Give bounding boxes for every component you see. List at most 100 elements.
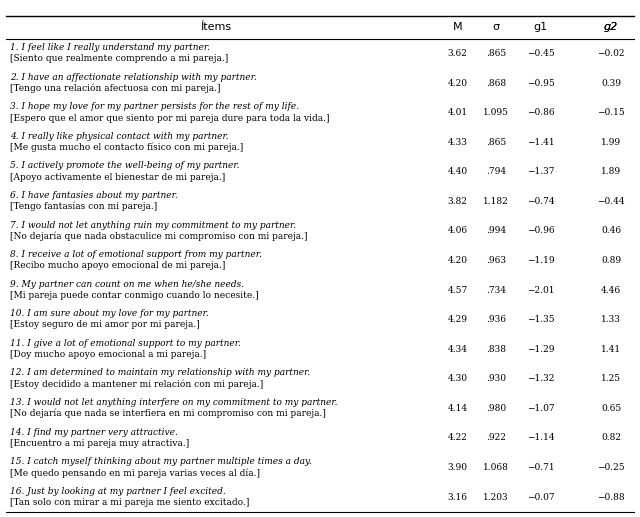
Text: 6. I have fantasies about my partner.: 6. I have fantasies about my partner.	[10, 191, 177, 200]
Text: [Siento que realmente comprendo a mi pareja.]: [Siento que realmente comprendo a mi par…	[10, 54, 228, 64]
Text: .994: .994	[486, 226, 506, 235]
Text: g2: g2	[604, 22, 618, 32]
Text: .963: .963	[486, 256, 506, 265]
Text: 3.16: 3.16	[447, 493, 468, 501]
Text: 4.57: 4.57	[447, 285, 468, 295]
Text: 1.41: 1.41	[601, 345, 621, 354]
Text: 4.29: 4.29	[447, 315, 468, 324]
Text: .930: .930	[486, 374, 506, 383]
Text: σ: σ	[493, 22, 499, 32]
Text: −0.96: −0.96	[527, 226, 555, 235]
Text: −1.07: −1.07	[527, 404, 555, 413]
Text: .922: .922	[486, 433, 506, 443]
Text: 4.20: 4.20	[447, 256, 468, 265]
Text: 1.99: 1.99	[601, 138, 621, 147]
Text: [Estoy decidido a mantener mi relación con mi pareja.]: [Estoy decidido a mantener mi relación c…	[10, 379, 263, 389]
Text: 1.89: 1.89	[601, 168, 621, 176]
Text: −1.35: −1.35	[527, 315, 555, 324]
Text: 15. I catch myself thinking about my partner multiple times a day.: 15. I catch myself thinking about my par…	[10, 457, 311, 466]
Text: [Mi pareja puede contar conmigo cuando lo necesite.]: [Mi pareja puede contar conmigo cuando l…	[10, 291, 258, 300]
Text: 1.095: 1.095	[483, 108, 509, 117]
Text: 4.06: 4.06	[447, 226, 468, 235]
Text: .865: .865	[486, 138, 506, 147]
Text: 1.203: 1.203	[483, 493, 509, 501]
Text: −0.95: −0.95	[527, 79, 555, 87]
Text: [No dejaría que nada obstaculice mi compromiso con mi pareja.]: [No dejaría que nada obstaculice mi comp…	[10, 232, 307, 241]
Text: 0.82: 0.82	[601, 433, 621, 443]
Text: 4.40: 4.40	[447, 168, 468, 176]
Text: −1.19: −1.19	[527, 256, 555, 265]
Text: −0.25: −0.25	[597, 463, 625, 472]
Text: −0.15: −0.15	[597, 108, 625, 117]
Text: −0.45: −0.45	[527, 49, 555, 58]
Text: 4.30: 4.30	[447, 374, 468, 383]
Text: 13. I would not let anything interfere on my commitment to my partner.: 13. I would not let anything interfere o…	[10, 398, 337, 407]
Text: M: M	[452, 22, 463, 32]
Text: [No dejaría que nada se interfiera en mi compromiso con mi pareja.]: [No dejaría que nada se interfiera en mi…	[10, 409, 326, 418]
Text: 4.22: 4.22	[447, 433, 468, 443]
Text: 2. I have an affectionate relationship with my partner.: 2. I have an affectionate relationship w…	[10, 73, 257, 82]
Text: 1.25: 1.25	[601, 374, 621, 383]
Text: [Espero que el amor que siento por mi pareja dure para toda la vida.]: [Espero que el amor que siento por mi pa…	[10, 114, 329, 123]
Text: [Recibo mucho apoyo emocional de mi pareja.]: [Recibo mucho apoyo emocional de mi pare…	[10, 261, 225, 270]
Text: 0.65: 0.65	[601, 404, 621, 413]
Text: [Estoy seguro de mi amor por mi pareja.]: [Estoy seguro de mi amor por mi pareja.]	[10, 321, 199, 329]
Text: −1.37: −1.37	[527, 168, 554, 176]
Text: .734: .734	[486, 285, 506, 295]
Text: 16. Just by looking at my partner I feel excited.: 16. Just by looking at my partner I feel…	[10, 486, 225, 496]
Text: 3.90: 3.90	[447, 463, 468, 472]
Text: [Doy mucho apoyo emocional a mi pareja.]: [Doy mucho apoyo emocional a mi pareja.]	[10, 350, 205, 359]
Text: 1.182: 1.182	[483, 197, 509, 206]
Text: .838: .838	[486, 345, 506, 354]
Text: 3.62: 3.62	[447, 49, 468, 58]
Text: [Me gusta mucho el contacto físico con mi pareja.]: [Me gusta mucho el contacto físico con m…	[10, 143, 243, 153]
Text: 11. I give a lot of emotional support to my partner.: 11. I give a lot of emotional support to…	[10, 339, 241, 348]
Text: 14. I find my partner very attractive.: 14. I find my partner very attractive.	[10, 428, 177, 436]
Text: −1.14: −1.14	[527, 433, 555, 443]
Text: 4.46: 4.46	[601, 285, 621, 295]
Text: .865: .865	[486, 49, 506, 58]
Text: −0.71: −0.71	[527, 463, 555, 472]
Text: −1.41: −1.41	[527, 138, 555, 147]
Text: 5. I actively promote the well-being of my partner.: 5. I actively promote the well-being of …	[10, 161, 239, 171]
Text: [Apoyo activamente el bienestar de mi pareja.]: [Apoyo activamente el bienestar de mi pa…	[10, 173, 225, 181]
Text: [Tan solo con mirar a mi pareja me siento excitado.]: [Tan solo con mirar a mi pareja me sient…	[10, 498, 249, 507]
Text: −0.86: −0.86	[527, 108, 555, 117]
Text: 7. I would not let anything ruin my commitment to my partner.: 7. I would not let anything ruin my comm…	[10, 221, 296, 230]
Text: 4.01: 4.01	[447, 108, 468, 117]
Text: 4. I really like physical contact with my partner.: 4. I really like physical contact with m…	[10, 132, 228, 141]
Text: Ítems: Ítems	[200, 22, 232, 32]
Text: 4.14: 4.14	[447, 404, 468, 413]
Text: .980: .980	[486, 404, 506, 413]
Text: −0.07: −0.07	[527, 493, 555, 501]
Text: −0.88: −0.88	[597, 493, 625, 501]
Text: [Encuentro a mi pareja muy atractiva.]: [Encuentro a mi pareja muy atractiva.]	[10, 439, 189, 448]
Text: .868: .868	[486, 79, 506, 87]
Text: 4.34: 4.34	[447, 345, 468, 354]
Text: 3.82: 3.82	[447, 197, 468, 206]
Text: .936: .936	[486, 315, 506, 324]
Text: g2: g2	[604, 22, 618, 32]
Text: −1.32: −1.32	[527, 374, 554, 383]
Text: −0.74: −0.74	[527, 197, 555, 206]
Text: 4.20: 4.20	[447, 79, 468, 87]
Text: 8. I receive a lot of emotional support from my partner.: 8. I receive a lot of emotional support …	[10, 250, 262, 259]
Text: [Tengo fantasías con mi pareja.]: [Tengo fantasías con mi pareja.]	[10, 202, 157, 211]
Text: −0.02: −0.02	[598, 49, 625, 58]
Text: 1.068: 1.068	[483, 463, 509, 472]
Text: 4.33: 4.33	[447, 138, 468, 147]
Text: g1: g1	[534, 22, 548, 32]
Text: −2.01: −2.01	[527, 285, 554, 295]
Text: 9. My partner can count on me when he/she needs.: 9. My partner can count on me when he/sh…	[10, 280, 244, 288]
Text: 0.89: 0.89	[601, 256, 621, 265]
Text: 0.46: 0.46	[601, 226, 621, 235]
Text: 1.33: 1.33	[601, 315, 621, 324]
Text: [Me quedo pensando en mi pareja varias veces al día.]: [Me quedo pensando en mi pareja varias v…	[10, 468, 260, 478]
Text: 0.39: 0.39	[601, 79, 621, 87]
Text: −1.29: −1.29	[527, 345, 554, 354]
Text: 3. I hope my love for my partner persists for the rest of my life.: 3. I hope my love for my partner persist…	[10, 102, 299, 111]
Text: .794: .794	[486, 168, 506, 176]
Text: 1. I feel like I really understand my partner.: 1. I feel like I really understand my pa…	[10, 43, 210, 52]
Text: 10. I am sure about my love for my partner.: 10. I am sure about my love for my partn…	[10, 309, 209, 318]
Text: [Tengo una relación afectuosa con mi pareja.]: [Tengo una relación afectuosa con mi par…	[10, 84, 220, 93]
